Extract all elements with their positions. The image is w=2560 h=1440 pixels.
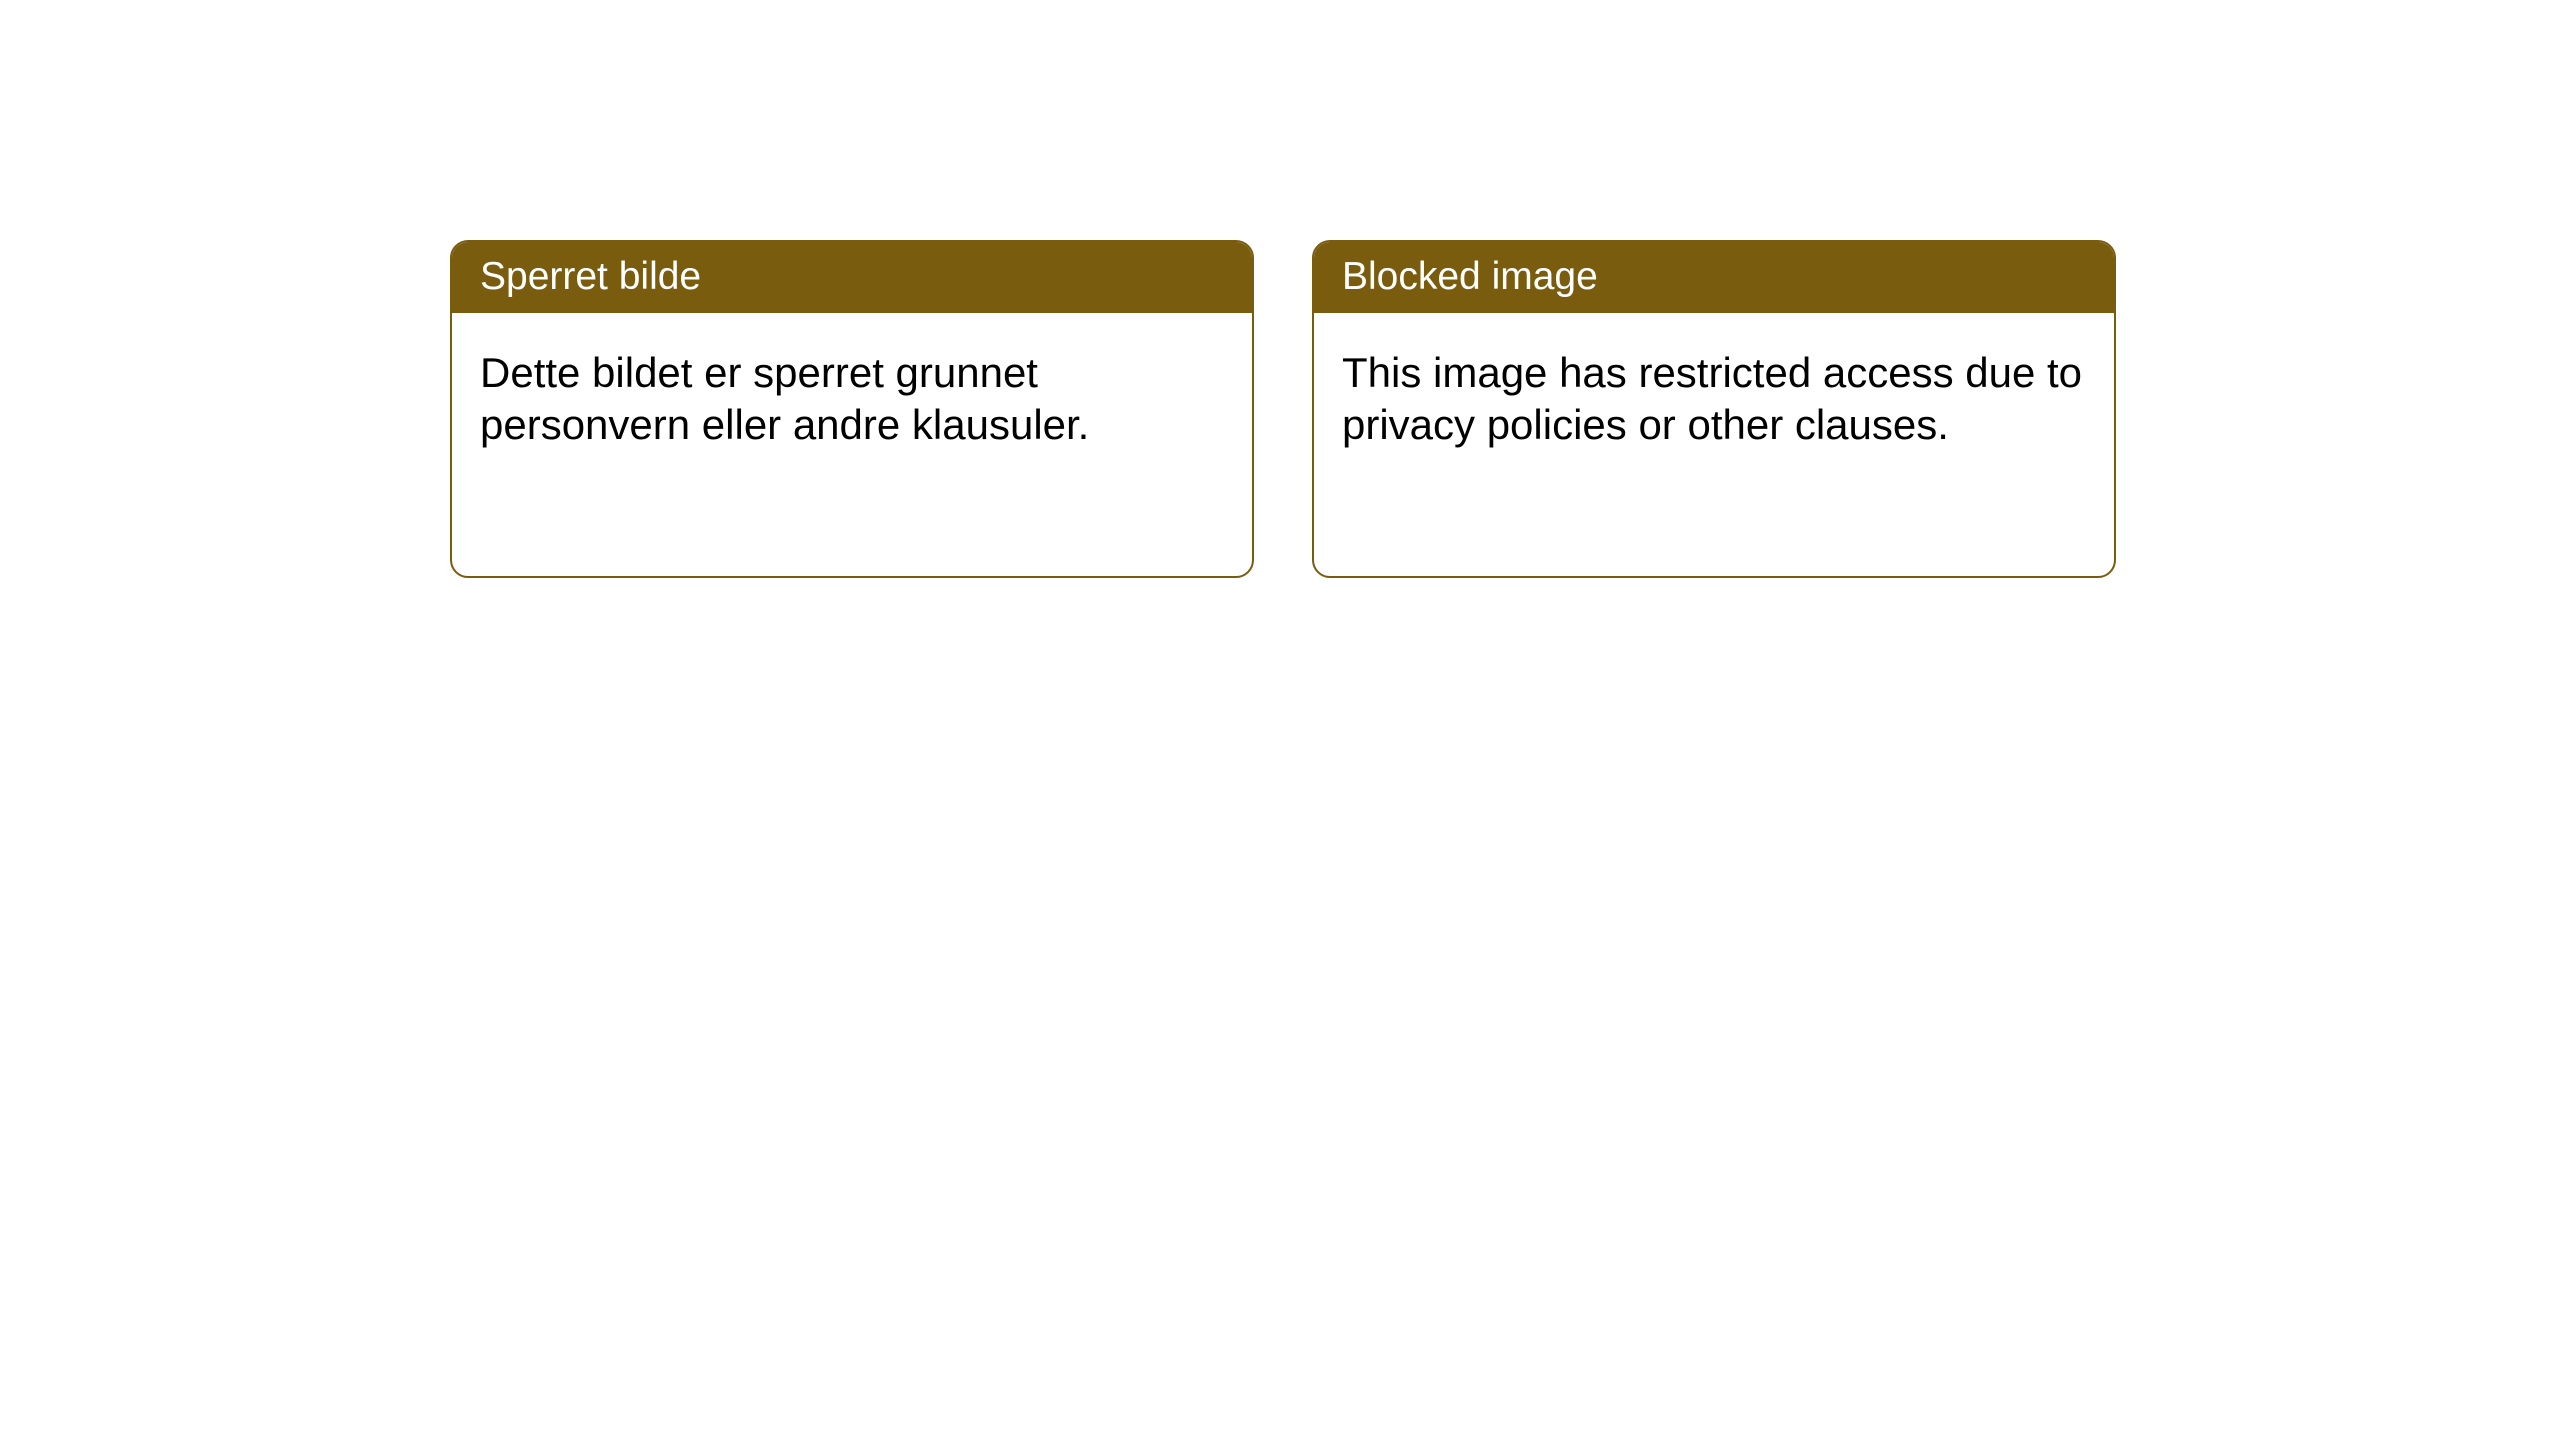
notice-card-english: Blocked image This image has restricted … xyxy=(1312,240,2116,578)
card-title: Sperret bilde xyxy=(480,255,701,298)
card-title: Blocked image xyxy=(1342,255,1598,298)
card-body: Dette bildet er sperret grunnet personve… xyxy=(452,313,1252,480)
card-body-text: Dette bildet er sperret grunnet personve… xyxy=(480,349,1089,449)
card-header: Blocked image xyxy=(1314,242,2114,313)
card-body: This image has restricted access due to … xyxy=(1314,313,2114,480)
card-header: Sperret bilde xyxy=(452,242,1252,313)
notice-container: Sperret bilde Dette bildet er sperret gr… xyxy=(450,240,2116,578)
card-body-text: This image has restricted access due to … xyxy=(1342,349,2082,449)
notice-card-norwegian: Sperret bilde Dette bildet er sperret gr… xyxy=(450,240,1254,578)
